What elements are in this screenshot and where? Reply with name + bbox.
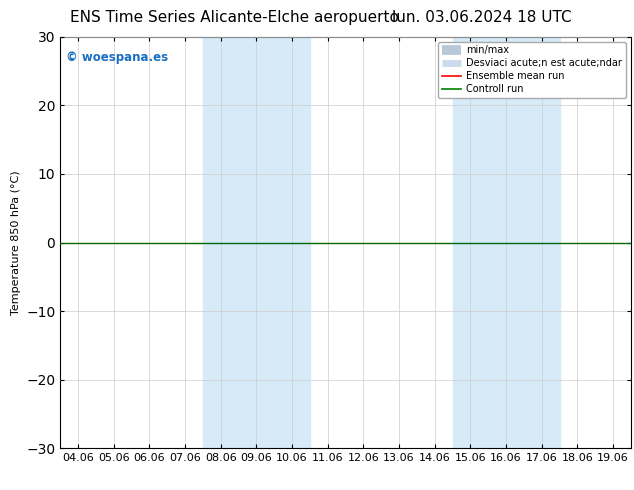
Text: lun. 03.06.2024 18 UTC: lun. 03.06.2024 18 UTC (392, 10, 572, 24)
Bar (453, 37, 560, 448)
Text: © woespana.es: © woespana.es (66, 51, 168, 64)
Y-axis label: Temperature 850 hPa (°C): Temperature 850 hPa (°C) (11, 170, 20, 315)
Bar (203, 37, 310, 448)
Legend: min/max, Desviaci acute;n est acute;ndar, Ensemble mean run, Controll run: min/max, Desviaci acute;n est acute;ndar… (438, 42, 626, 98)
Text: ENS Time Series Alicante-Elche aeropuerto: ENS Time Series Alicante-Elche aeropuert… (70, 10, 399, 24)
